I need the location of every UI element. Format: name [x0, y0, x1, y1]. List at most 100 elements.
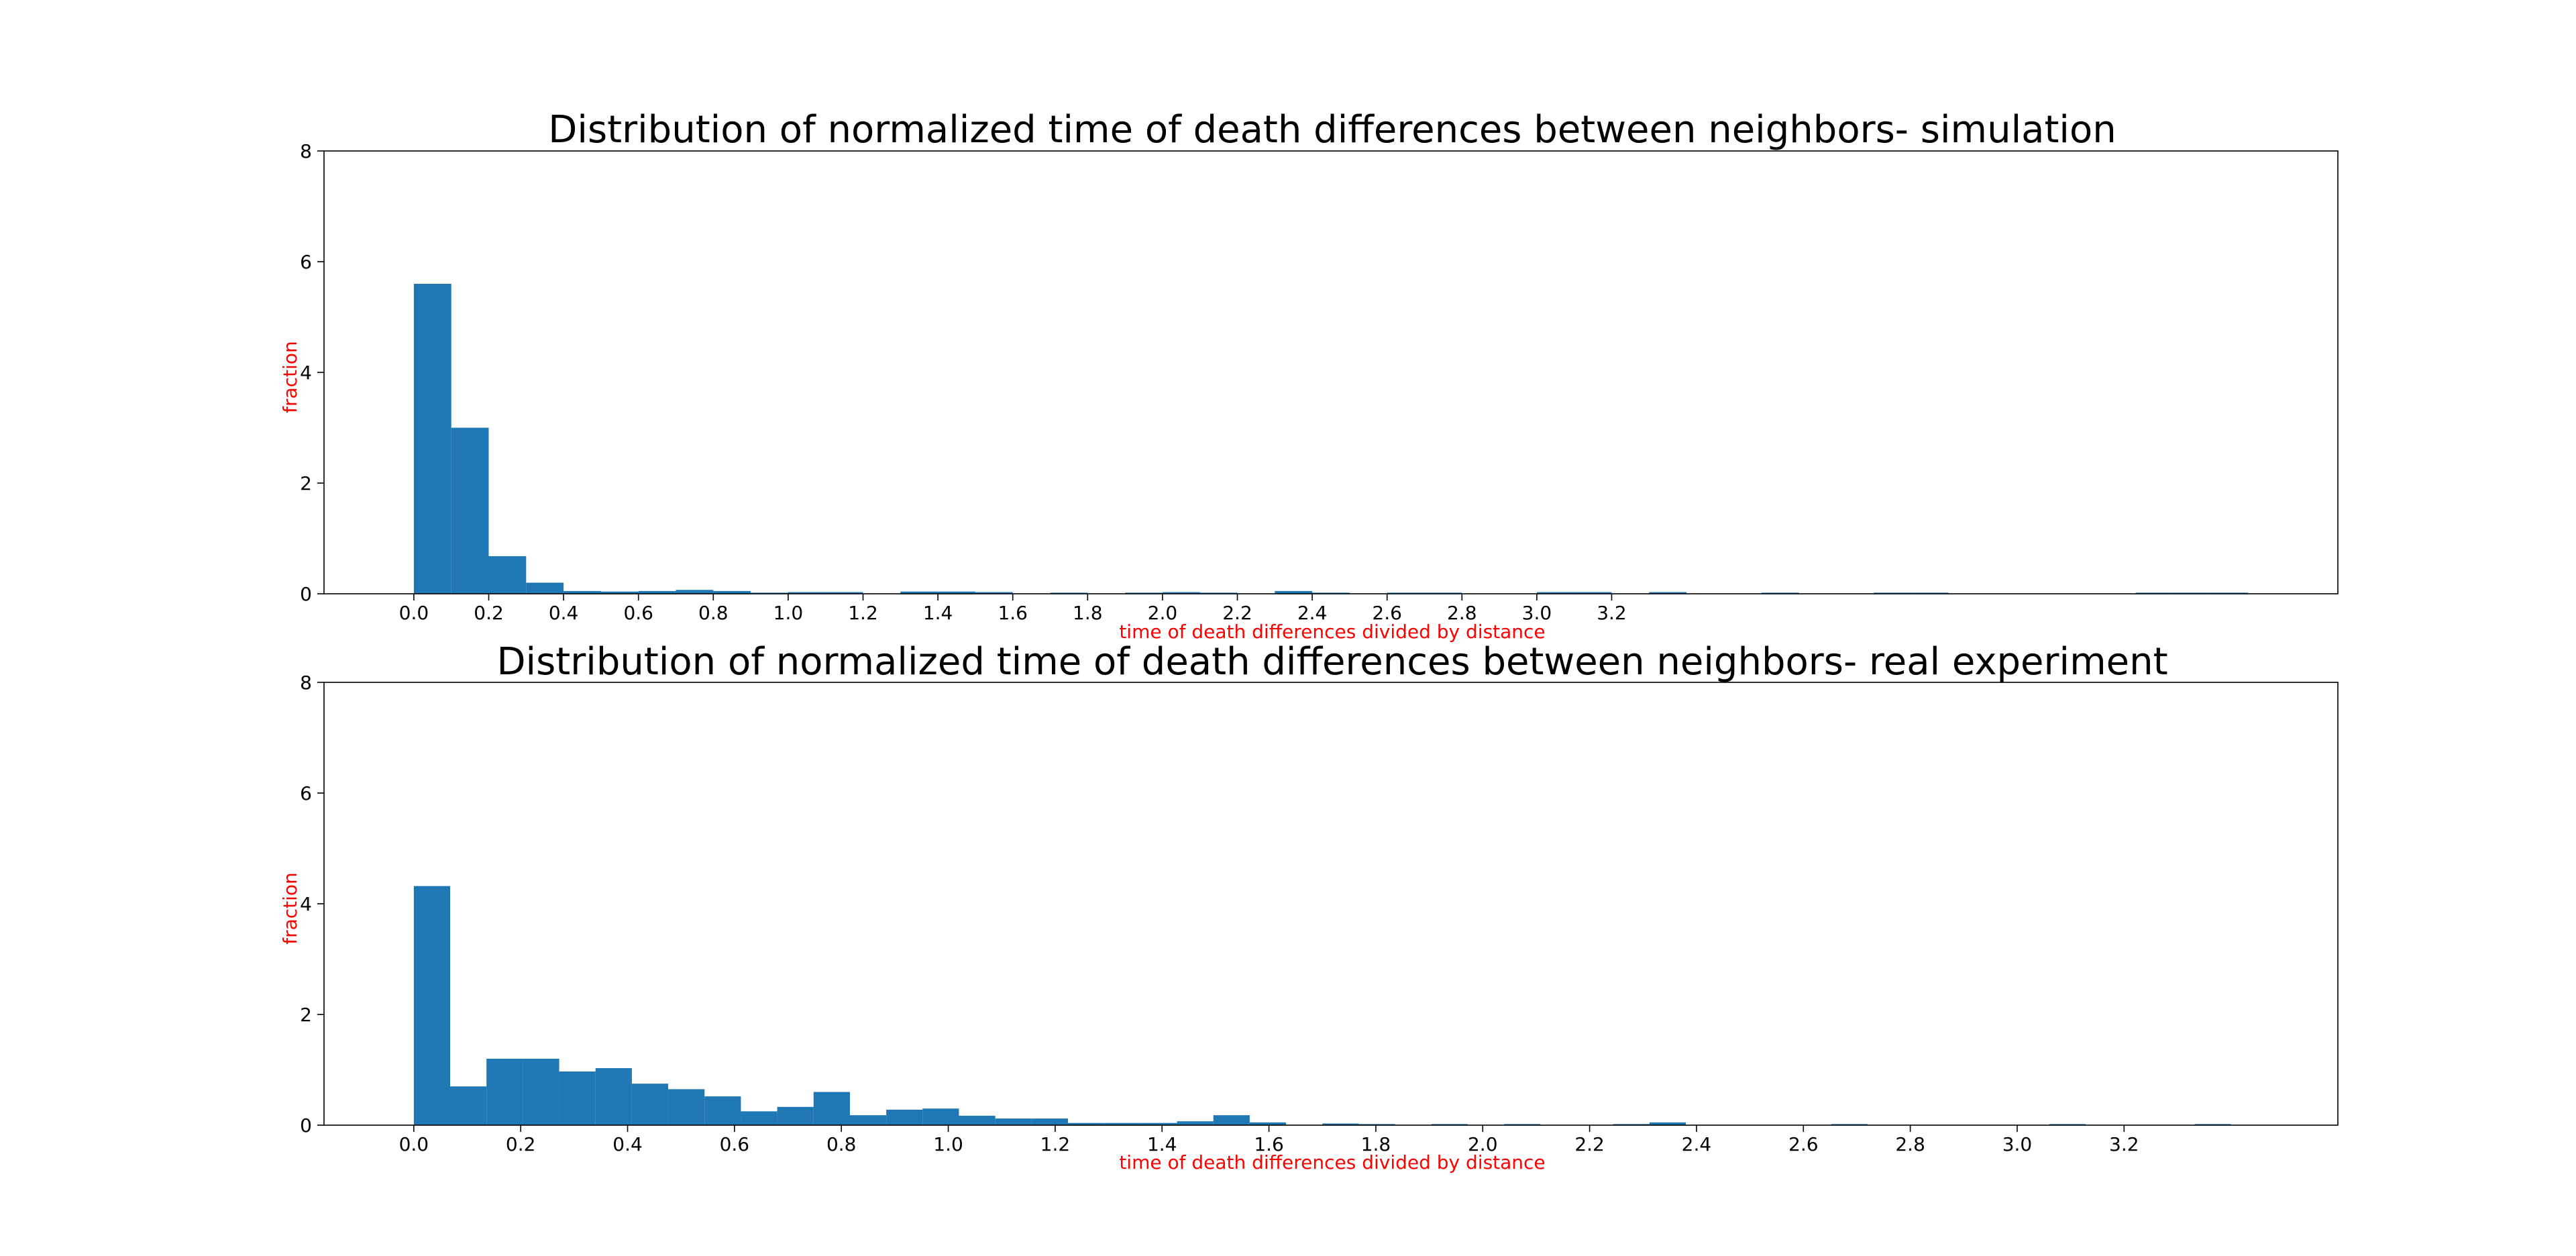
histogram-bar — [922, 1108, 959, 1125]
x-axis: 0.0 0.2 0.4 0.6 0.8 1.0 1.2 1.4 1.6 1.8 2.0 2.2 2.4 2… — [399, 1125, 2139, 1155]
x-tick-label: 1.2 — [1040, 1133, 1071, 1155]
chart-title: Distribution of normalized time of death… — [496, 640, 2167, 684]
histogram-bar — [1031, 1118, 1069, 1125]
y-tick-label: 0 — [300, 1114, 312, 1137]
histogram-bar — [741, 1111, 777, 1126]
x-tick-label: 0.4 — [612, 1133, 643, 1155]
histogram-bar — [564, 590, 601, 594]
x-tick-label: 3.2 — [2109, 1133, 2139, 1155]
histogram-bar — [813, 1092, 850, 1125]
histogram-bar — [1613, 1124, 1650, 1125]
histogram-bar — [1322, 1123, 1359, 1125]
histogram-bar — [751, 592, 788, 594]
histogram-bar — [704, 1096, 741, 1125]
histogram-bar — [1213, 1115, 1250, 1125]
histogram-bar — [1424, 592, 1462, 594]
y-axis: 0 2 4 6 8 — [300, 140, 324, 605]
x-tick-label: 1.6 — [998, 602, 1028, 624]
histogram-bar — [1249, 1122, 1287, 1126]
histogram-bar — [1649, 1122, 1686, 1126]
x-tick-label: 3.0 — [1522, 602, 1552, 624]
x-tick-label: 2.4 — [1297, 602, 1328, 624]
x-tick-label: 3.0 — [2002, 1133, 2033, 1155]
y-tick-label: 4 — [300, 362, 312, 384]
histogram-bar — [413, 886, 451, 1125]
histogram-bar — [1431, 1124, 1468, 1125]
histogram-bar — [451, 427, 489, 594]
x-tick-label: 2.6 — [1788, 1133, 1819, 1155]
histogram-bar — [1874, 592, 1911, 594]
chart-panel-simulation: Distribution of normalized time of death… — [279, 108, 2339, 643]
x-tick-label: 0.0 — [399, 602, 429, 624]
histogram-bar — [1125, 592, 1163, 594]
histogram-bar — [1312, 592, 1350, 594]
histogram-bar — [1504, 1124, 1541, 1125]
histogram-bar — [1050, 592, 1088, 594]
plot-frame — [323, 682, 2339, 1126]
plot-frame — [323, 150, 2339, 594]
x-tick-label: 2.6 — [1372, 602, 1402, 624]
x-tick-label: 1.2 — [848, 602, 878, 624]
x-tick-label: 1.4 — [1147, 1133, 1177, 1155]
histogram-bar — [995, 1118, 1032, 1125]
histogram-bar — [1275, 590, 1313, 594]
histogram-bar — [488, 556, 527, 594]
y-tick-label: 2 — [300, 472, 312, 494]
histogram-bar — [1387, 592, 1425, 594]
chart-title: Distribution of normalized time of death… — [548, 108, 2116, 152]
x-tick-label: 1.0 — [933, 1133, 963, 1155]
histogram-bar — [1199, 592, 1238, 594]
histogram-bar — [413, 284, 451, 594]
x-axis-label: time of death differences divided by dis… — [1119, 1151, 1545, 1173]
histogram-bar — [1177, 1121, 1214, 1125]
y-tick-label: 8 — [300, 672, 312, 694]
x-tick-label: 2.2 — [1574, 1133, 1605, 1155]
histogram-bar — [2173, 592, 2211, 594]
histogram-bar — [1911, 592, 1949, 594]
x-tick-label: 1.4 — [923, 602, 953, 624]
histogram-bar — [900, 591, 938, 594]
histogram-bar — [631, 1084, 669, 1126]
histogram-bar — [1140, 1122, 1177, 1125]
histogram-bar — [1761, 592, 1799, 594]
y-axis-label: fraction — [279, 872, 301, 945]
x-tick-label: 0.6 — [623, 602, 653, 624]
histogram-bar — [523, 1059, 559, 1125]
y-tick-label: 6 — [300, 251, 312, 273]
y-tick-label: 8 — [300, 140, 312, 162]
x-tick-label: 2.4 — [1682, 1133, 1712, 1155]
x-tick-label: 0.8 — [698, 602, 729, 624]
x-tick-label: 1.8 — [1361, 1133, 1391, 1155]
histogram-bar — [486, 1059, 523, 1125]
histogram-bar — [713, 590, 751, 594]
histogram-bar — [975, 592, 1013, 594]
x-tick-label: 2.2 — [1222, 602, 1252, 624]
x-tick-label: 2.0 — [1468, 1133, 1498, 1155]
y-tick-label: 0 — [300, 583, 312, 605]
histogram-bar — [825, 592, 863, 594]
x-tick-label: 1.6 — [1254, 1133, 1284, 1155]
x-tick-label: 1.0 — [773, 602, 804, 624]
x-tick-label: 0.4 — [549, 602, 579, 624]
x-axis: 0.0 0.2 0.4 0.6 0.8 1.0 1.2 1.4 1.6 1.8 2.0 2.2 2.4 2… — [399, 594, 1627, 624]
x-tick-label: 1.8 — [1073, 602, 1103, 624]
histogram-bar — [1162, 592, 1200, 594]
x-axis-label: time of death differences divided by dis… — [1119, 621, 1545, 643]
histogram-bar — [2049, 1124, 2086, 1125]
histogram-bar — [559, 1071, 596, 1125]
x-tick-label: 3.2 — [1597, 602, 1627, 624]
histogram-bar — [526, 582, 564, 594]
histogram-bar — [1104, 1122, 1141, 1125]
x-tick-label: 0.8 — [826, 1133, 857, 1155]
y-axis-label: fraction — [279, 341, 301, 413]
histogram-bar — [788, 592, 826, 594]
x-tick-label: 2.0 — [1148, 602, 1178, 624]
histogram-bar — [595, 1068, 632, 1125]
y-tick-label: 6 — [300, 782, 312, 804]
histogram-bar — [638, 590, 676, 594]
bar-series — [413, 284, 2249, 594]
histogram-bar — [959, 1115, 996, 1125]
histogram-bar — [2210, 592, 2249, 594]
x-tick-label: 0.6 — [720, 1133, 750, 1155]
